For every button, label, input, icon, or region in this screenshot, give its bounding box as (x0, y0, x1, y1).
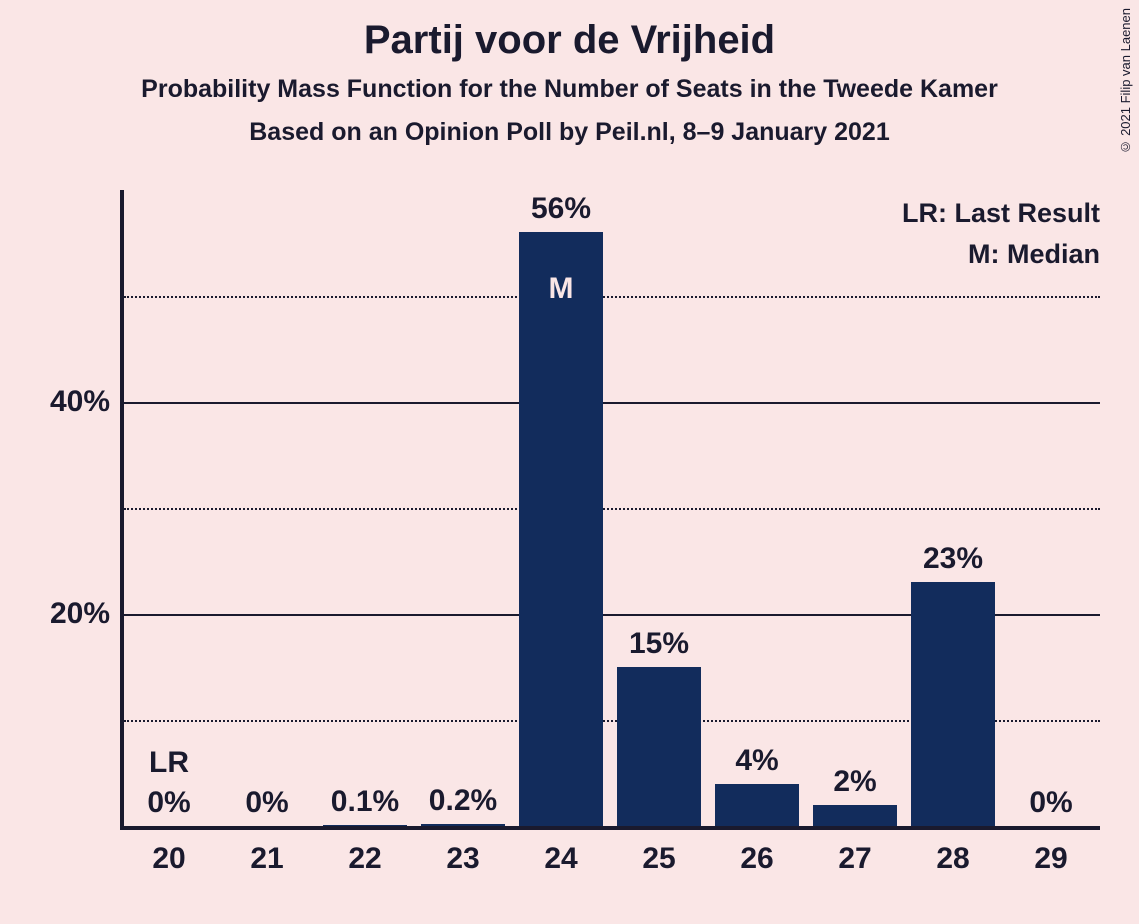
x-tick-label: 25 (610, 842, 708, 876)
chart-subtitle-1: Probability Mass Function for the Number… (0, 63, 1139, 104)
chart-plot-area: LR: Last Result M: Median 20%40%0%20LR0%… (120, 190, 1100, 830)
lr-marker: LR (120, 746, 218, 780)
y-tick-label: 20% (50, 597, 110, 631)
x-axis-line (120, 826, 1100, 830)
x-tick-label: 24 (512, 842, 610, 876)
bar-value-label: 0% (991, 786, 1111, 820)
bar-value-label: 56% (501, 192, 621, 226)
legend-m: M: Median (902, 239, 1100, 270)
bar (421, 824, 504, 826)
x-tick-label: 23 (414, 842, 512, 876)
bar-value-label: 0.2% (403, 784, 523, 818)
x-tick-label: 21 (218, 842, 316, 876)
bar (715, 784, 798, 826)
grid-minor (124, 296, 1100, 298)
bar (519, 232, 602, 826)
bar-value-label: 2% (795, 765, 915, 799)
bar (323, 825, 406, 826)
copyright-text: © 2021 Filip van Laenen (1118, 8, 1133, 155)
legend-lr: LR: Last Result (902, 198, 1100, 229)
chart-subtitle-2: Based on an Opinion Poll by Peil.nl, 8–9… (0, 104, 1139, 147)
bar (911, 582, 994, 826)
chart-title: Partij voor de Vrijheid (0, 0, 1139, 63)
chart-legend: LR: Last Result M: Median (902, 198, 1100, 280)
x-tick-label: 27 (806, 842, 904, 876)
y-tick-label: 40% (50, 385, 110, 419)
x-tick-label: 29 (1002, 842, 1100, 876)
y-axis-line (120, 190, 124, 830)
grid-minor (124, 508, 1100, 510)
x-tick-label: 20 (120, 842, 218, 876)
bar (813, 805, 896, 826)
grid-major (124, 402, 1100, 404)
bar-value-label: 23% (893, 542, 1013, 576)
x-tick-label: 22 (316, 842, 414, 876)
x-tick-label: 28 (904, 842, 1002, 876)
x-tick-label: 26 (708, 842, 806, 876)
bar-value-label: 15% (599, 627, 719, 661)
median-marker: M (512, 272, 610, 306)
bar (617, 667, 700, 826)
